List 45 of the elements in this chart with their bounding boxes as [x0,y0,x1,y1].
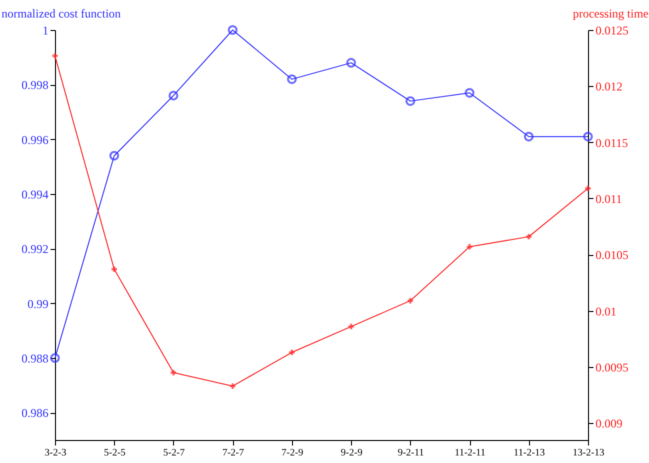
y2-tick-label: 0.009 [596,416,622,431]
x-tick-label: 7-2-9 [282,448,304,458]
point [464,88,474,98]
y-tick-label: 1 [42,24,48,38]
point [111,266,117,272]
y-axis-title: normalized cost function [2,6,121,20]
y2-tick-label: 0.0105 [596,248,628,262]
y-tick-label: 0.99 [28,296,48,311]
x-tick-label: 13-2-13 [572,448,604,458]
y-tick-label: 0.986 [22,406,48,420]
point [168,90,178,100]
y2-tick-label: 0.012 [596,80,622,94]
y2-tick-label: 0.0125 [596,24,628,38]
x-tick-label: 5-2-7 [163,448,185,458]
x-tick-label: 11-2-13 [514,448,545,458]
point [109,150,120,161]
y2-tick-label: 0.0115 [596,136,628,150]
x-tick-label: 9-2-11 [398,448,424,458]
y-tick-label: 0.996 [22,132,48,147]
x-tick-label: 3-2-3 [44,448,66,458]
x-tick-label: 5-2-5 [104,448,126,458]
y2-tick-label: 0.011 [596,192,622,206]
point [348,324,354,330]
point [170,370,176,376]
y-tick-label: 0.994 [22,188,48,202]
point [228,25,238,35]
point [289,350,295,356]
point [466,244,472,250]
point [346,58,356,68]
y2-tick-label: 0.01 [596,304,616,318]
y-tick-label: 0.992 [22,242,48,256]
y2-axis-title: processing time [572,6,648,20]
y-tick-label: 0.998 [22,78,48,92]
point [52,53,58,59]
x-tick-label: 7-2-7 [222,448,244,458]
y-tick-label: 0.988 [22,352,48,366]
point [230,383,236,389]
x-tick-label: 9-2-9 [340,448,362,458]
point [524,132,534,142]
point [287,74,297,84]
point [526,234,532,240]
x-tick-label: 11-2-11 [454,448,486,458]
point [405,96,416,106]
y2-tick-label: 0.0095 [596,360,628,374]
point [408,298,414,304]
